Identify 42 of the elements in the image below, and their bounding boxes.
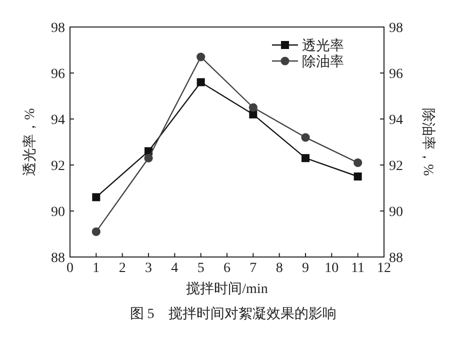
point	[196, 78, 205, 86]
point	[354, 172, 362, 180]
caption: 图 5 搅拌时间对絮凝效果的影响	[130, 306, 336, 322]
y-axis-title: 透光率，%	[22, 108, 38, 176]
x-tick-label: 0	[66, 261, 74, 276]
y-tick-label: 94	[51, 113, 65, 128]
y2-tick-label: 90	[389, 205, 403, 220]
point	[248, 103, 258, 112]
point	[92, 193, 100, 202]
point	[301, 133, 310, 142]
x-tick-label: 12	[377, 261, 391, 276]
y-tick-label: 92	[51, 159, 65, 174]
x-tick-label: 5	[197, 261, 204, 276]
legend-label: 除油率	[302, 54, 344, 70]
y2-tick-label: 98	[389, 21, 403, 36]
x-tick-label: 2	[118, 261, 126, 276]
y2-tick-label: 92	[389, 159, 403, 174]
x-tick-label: 4	[171, 261, 178, 276]
y2-axis-title: 除油率，%	[420, 108, 436, 176]
x-tick-label: 8	[276, 261, 283, 276]
y-tick-label: 96	[51, 67, 65, 82]
y-tick-label: 98	[51, 21, 65, 36]
x-tick-label: 3	[145, 261, 152, 276]
y-tick-label: 90	[51, 205, 65, 220]
x-tick-label: 9	[302, 261, 309, 276]
x-tick-label: 6	[224, 261, 230, 276]
x-tick-label: 10	[324, 261, 339, 276]
point	[249, 110, 258, 118]
legend-label: 透光率	[302, 38, 344, 54]
point	[302, 154, 310, 162]
point	[196, 52, 206, 62]
x-tick-label: 1	[92, 261, 100, 276]
x-axis-title: 搅拌时间/min	[186, 281, 268, 297]
y-tick-label: 88	[51, 251, 65, 266]
y2-tick-label: 88	[389, 251, 403, 266]
x-tick-label: 11	[351, 261, 365, 276]
y2-tick-label: 96	[389, 67, 403, 82]
y2-tick-label: 94	[389, 113, 403, 128]
point	[354, 158, 362, 167]
x-tick-label: 7	[250, 261, 257, 276]
point	[144, 154, 153, 162]
point	[92, 227, 100, 236]
